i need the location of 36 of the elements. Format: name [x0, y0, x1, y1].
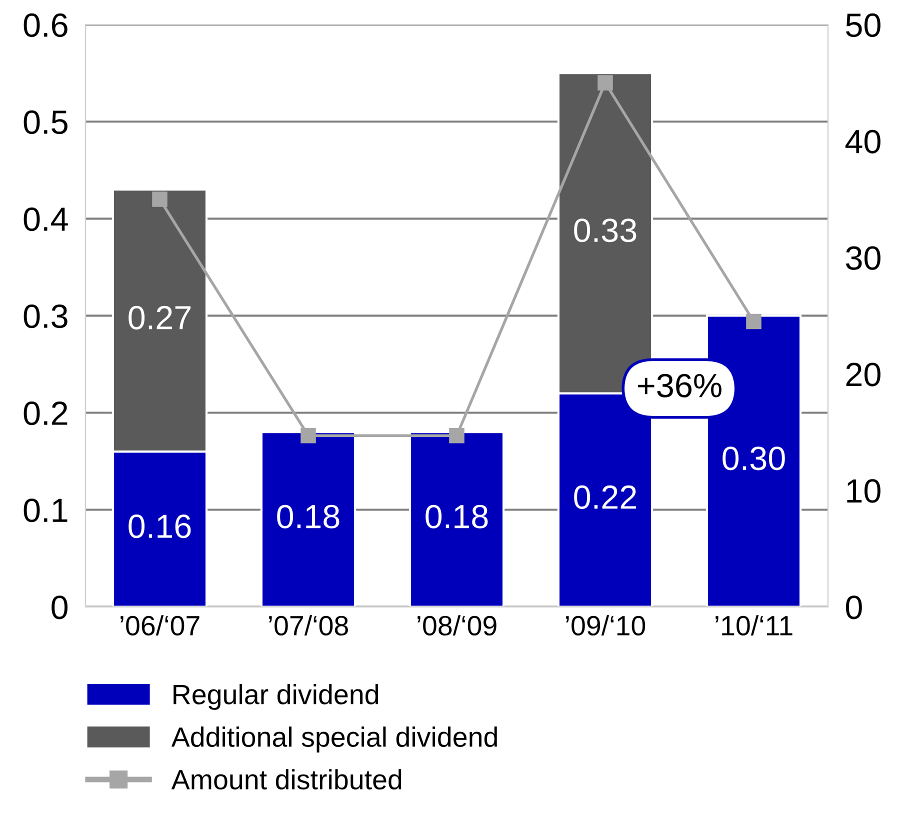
y-tick-label: 0.1: [24, 498, 68, 522]
y-tick-label: 0.6: [24, 13, 68, 38]
x-tick-label: ’08/‘09: [418, 615, 496, 636]
y-tick-label: 0.2: [24, 402, 68, 426]
y-tick-label: 0.5: [24, 110, 68, 134]
x-tick-label: ’10/‘11: [716, 615, 792, 636]
y2-tick-label: 30: [846, 246, 880, 270]
data-label: 0.18: [426, 504, 488, 528]
x-tick-label: ’06/‘07: [120, 615, 200, 636]
bar: [408, 431, 505, 607]
bar: [260, 431, 356, 607]
annotation: +36%: [638, 374, 722, 398]
point: [449, 428, 464, 444]
data-label: 0.16: [128, 514, 191, 538]
data-label: 0.18: [277, 504, 340, 528]
y-tick-label: 0.4: [24, 207, 68, 232]
data-label: 0.27: [128, 306, 191, 330]
data-label: 0.22: [574, 485, 636, 510]
data-label: 0.30: [722, 446, 785, 470]
y-tick-label: 0: [52, 596, 68, 620]
y2-tick-label: 40: [845, 130, 880, 154]
legend-label: Regular dividend: [174, 684, 378, 710]
x-tick-label: ’09/‘10: [566, 615, 646, 636]
y-tick-label: 0.3: [24, 304, 68, 328]
legend-label: Amount distributed: [171, 769, 402, 790]
point: [746, 314, 762, 330]
y2-tick-label: 10: [847, 479, 880, 503]
legend-label: Additional special dividend: [171, 726, 497, 752]
y2-tick-label: 0: [846, 596, 862, 620]
data-label: 0.33: [574, 218, 636, 242]
y2-tick-label: 50: [846, 13, 880, 38]
point: [300, 428, 316, 444]
point: [598, 75, 613, 90]
point: [152, 192, 168, 207]
x-tick-label: ’07/‘08: [269, 615, 348, 636]
y2-tick-label: 20: [846, 362, 880, 386]
